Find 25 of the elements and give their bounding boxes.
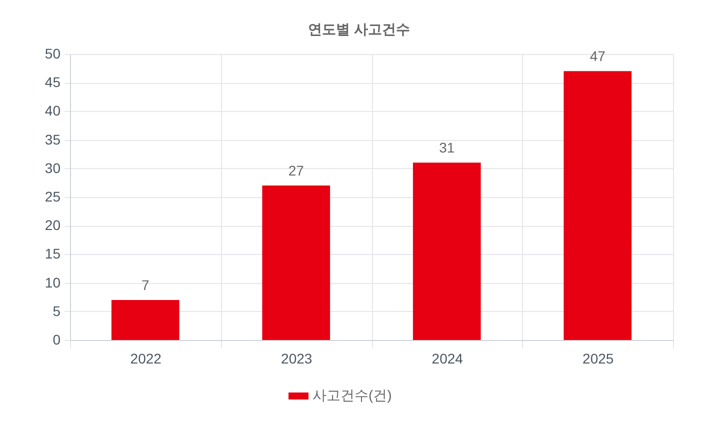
bar [111,300,180,340]
data-label: 7 [141,276,150,293]
x-tick-label: 2022 [130,350,162,366]
chart-title: 연도별 사고건수 [308,21,410,37]
bar [564,71,632,340]
data-label: 27 [288,162,304,179]
y-tick-label: 50 [44,46,61,62]
x-tick-label: 2025 [582,350,614,366]
bar [262,186,330,340]
y-tick-label: 15 [44,246,61,262]
x-tick-label: 2024 [432,350,464,366]
data-label: 47 [590,48,606,64]
x-tick-label: 2023 [281,350,312,366]
y-tick-label: 25 [44,188,61,204]
y-tick-label: 20 [44,217,61,234]
y-tick-label: 0 [52,332,61,348]
y-tick-label: 35 [44,131,61,148]
y-tick-label: 40 [44,102,61,119]
y-tick-label: 45 [44,74,61,90]
y-tick-label: 10 [44,274,61,290]
y-tick-label: 30 [44,160,61,176]
bar [412,162,481,340]
y-tick-label: 5 [52,302,61,319]
legend-label: 사고건수(건) [312,387,392,403]
data-label: 31 [439,140,455,156]
